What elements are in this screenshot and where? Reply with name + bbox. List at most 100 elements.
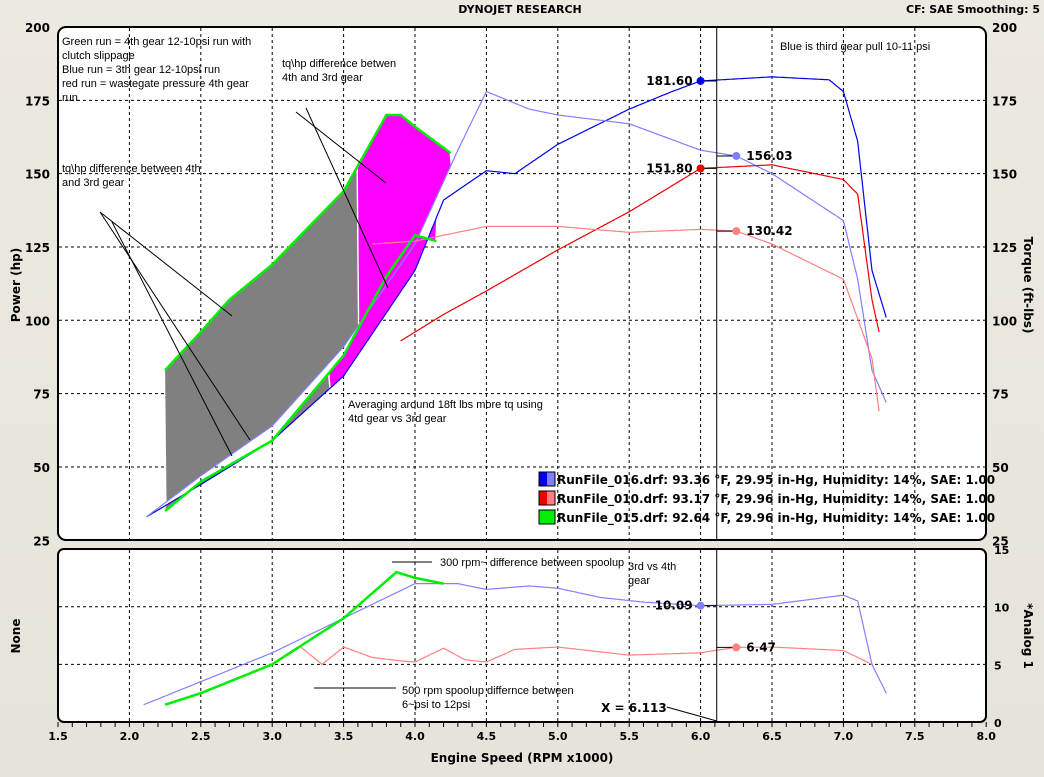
legend-swatch-border xyxy=(538,509,556,525)
legend-swatch xyxy=(547,491,555,505)
cursor-label: X = 6.113 xyxy=(601,701,667,715)
cursor-leader xyxy=(666,706,717,722)
y-tick-label: 125 xyxy=(25,241,50,255)
gray-difference-fill xyxy=(165,168,358,502)
analog-y2-tick-label: 15 xyxy=(994,544,1009,557)
y2-tick-label: 50 xyxy=(992,461,1009,475)
x-tick-label: 7.0 xyxy=(834,730,854,743)
analog-series-line-2 xyxy=(300,646,873,666)
annotation-text: clutch slippage xyxy=(62,50,135,62)
x-tick-label: 5.5 xyxy=(619,730,639,743)
legend-swatch xyxy=(539,510,547,524)
series-line-4 xyxy=(164,233,437,512)
analog-y2-tick-label: 10 xyxy=(994,602,1010,615)
x-axis-label: Engine Speed (RPM x1000) xyxy=(431,751,614,765)
x-tick-label: 5.0 xyxy=(548,730,568,743)
series-line-2 xyxy=(400,164,880,342)
marker-label: 181.60 xyxy=(646,74,692,88)
x-tick-label: 4.0 xyxy=(405,730,425,743)
series-line-1 xyxy=(146,90,887,518)
annotation-text: Averaging around 18ft lbs more tq using xyxy=(348,399,543,411)
y-tick-label: 75 xyxy=(33,388,50,402)
annotation-pointer xyxy=(99,211,233,317)
marker-dot xyxy=(696,601,705,610)
marker-label: 156.03 xyxy=(746,149,792,163)
annotation-text: Green run = 4th gear 12-10psi run with xyxy=(62,36,251,48)
magenta-difference-fill xyxy=(329,217,437,388)
annotation-pointer xyxy=(295,111,387,184)
marker-label: 151.80 xyxy=(646,161,692,175)
annotation-text: run xyxy=(62,92,78,104)
annotation-text: 6~psi to 12psi xyxy=(402,699,470,711)
analog-series-line-1 xyxy=(164,570,444,706)
annotation-text: red run = wastegate pressure 4th gear xyxy=(62,78,249,90)
marker-dot xyxy=(696,76,705,85)
marker-label: 130.42 xyxy=(746,224,792,238)
status-text: CF: SAE Smoothing: 5 xyxy=(906,3,1040,16)
legend-label: RunFile_015.drf: 92.64 °F, 29.96 in-Hg, … xyxy=(557,511,995,526)
legend-swatch xyxy=(547,510,555,524)
series-line-3 xyxy=(372,225,880,412)
marker-label: 10.09 xyxy=(655,599,693,613)
y-axis-label: Power (hp) xyxy=(9,248,23,322)
annotation-text: 500 rpm spoolup differnce between xyxy=(402,685,574,697)
annotation-text: 4th and 3rd gear xyxy=(282,72,363,84)
x-tick-label: 6.5 xyxy=(762,730,782,743)
analog-y2-tick-label: 0 xyxy=(994,717,1002,730)
marker-dot xyxy=(732,227,741,236)
y-tick-label: 200 xyxy=(25,21,50,35)
x-tick-label: 2.5 xyxy=(191,730,211,743)
x-tick-label: 2.0 xyxy=(120,730,140,743)
y-tick-label: 175 xyxy=(25,94,50,108)
legend-swatch-border xyxy=(538,471,556,487)
power-plot-area xyxy=(57,26,987,541)
annotation-text: tq\hp difference between 4th xyxy=(62,163,201,175)
annotation-pointer xyxy=(305,107,389,289)
y-tick-label: 150 xyxy=(25,168,50,182)
marker-dot xyxy=(732,643,741,652)
annotation-text: and 3rd gear xyxy=(62,177,125,189)
y2-axis-label: Torque (ft-lbs) xyxy=(1021,237,1035,334)
legend-label: RunFile_010.drf: 93.17 °F, 29.96 in-Hg, … xyxy=(557,492,995,507)
chart-title: DYNOJET RESEARCH xyxy=(458,3,581,16)
x-tick-label: 3.0 xyxy=(262,730,282,743)
analog-y-axis-label: None xyxy=(9,619,23,654)
y-tick-label: 100 xyxy=(25,314,50,328)
annotation-text: gear xyxy=(628,575,650,587)
marker-dot xyxy=(732,151,741,160)
analog-plot-area xyxy=(57,548,987,723)
y2-tick-label: 175 xyxy=(992,94,1017,108)
y-tick-label: 50 xyxy=(33,461,50,475)
series-line-5 xyxy=(164,113,452,372)
y-tick-label: 25 xyxy=(33,534,50,548)
legend: RunFile_016.drf: 93.36 °F, 29.95 in-Hg, … xyxy=(538,471,995,526)
legend-swatch-border xyxy=(538,490,556,506)
annotation-text: Blue is third gear pull 10-11 psi xyxy=(780,41,930,53)
x-tick-label: 7.5 xyxy=(905,730,925,743)
y2-tick-label: 125 xyxy=(992,241,1017,255)
x-tick-label: 8.0 xyxy=(976,730,996,743)
x-tick-label: 6.0 xyxy=(691,730,711,743)
annotation-text: 4td gear vs 3rd gear xyxy=(348,413,447,425)
y2-tick-label: 75 xyxy=(992,388,1009,402)
legend-label: RunFile_016.drf: 93.36 °F, 29.95 in-Hg, … xyxy=(557,473,995,488)
x-tick-label: 1.5 xyxy=(48,730,68,743)
legend-swatch xyxy=(547,472,555,486)
annotation-pointer xyxy=(99,211,251,441)
analog-y2-axis-label: *Analog 1 xyxy=(1021,603,1035,669)
annotation-text: Blue run = 3th gear 12-10psi run xyxy=(62,64,220,76)
y2-tick-label: 200 xyxy=(992,21,1017,35)
analog-y2-tick-label: 5 xyxy=(994,659,1002,672)
legend-swatch xyxy=(539,491,547,505)
annotation-pointer xyxy=(111,221,233,457)
x-tick-label: 4.5 xyxy=(477,730,497,743)
annotation-text: tq\hp difference betwen xyxy=(282,58,396,70)
annotation-text: 300 rpm~ difference between spoolup xyxy=(440,557,624,569)
marker-dot xyxy=(696,164,705,173)
analog-series-line-0 xyxy=(143,582,887,706)
marker-label: 6.47 xyxy=(746,640,776,654)
legend-swatch xyxy=(539,472,547,486)
annotation-text: 3rd vs 4th xyxy=(628,561,676,573)
